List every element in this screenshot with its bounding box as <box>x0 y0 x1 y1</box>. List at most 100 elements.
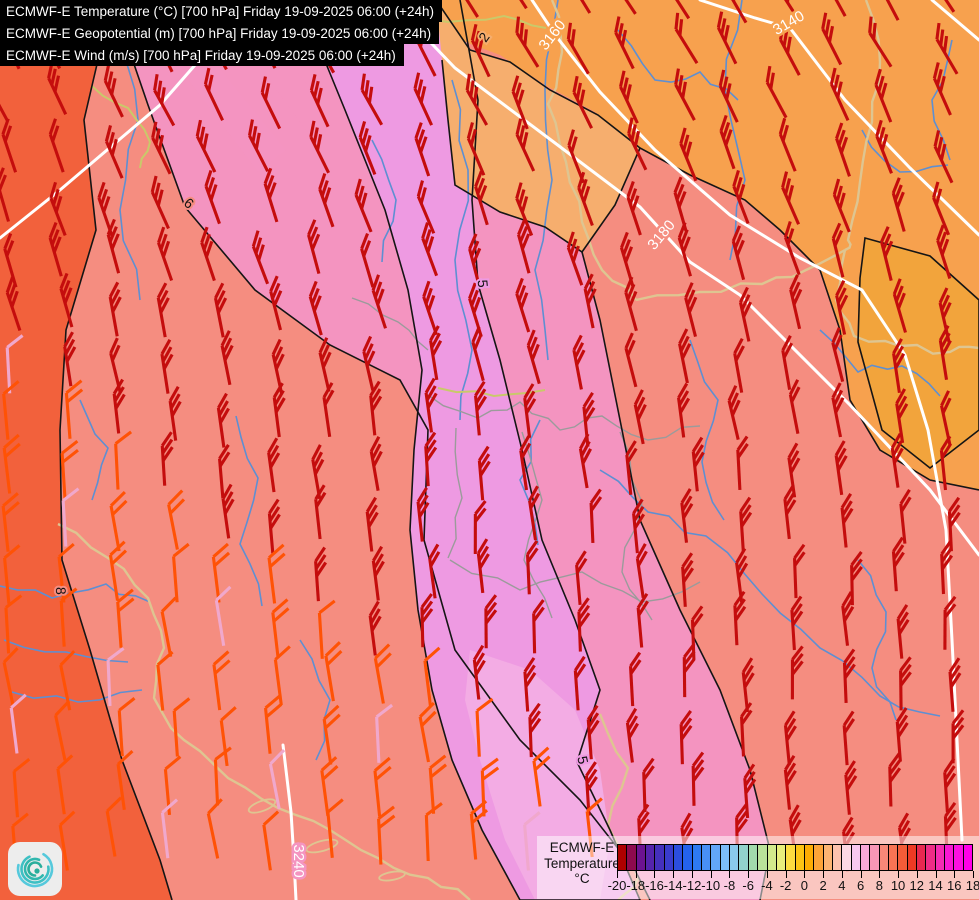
wind-barb <box>429 325 443 381</box>
river <box>599 469 941 717</box>
legend-tick <box>748 871 750 878</box>
legend-swatch <box>814 845 824 870</box>
legend-tick <box>860 871 862 878</box>
wind-barb <box>269 275 283 331</box>
wind-barb <box>517 218 531 274</box>
wind-barb <box>472 644 486 700</box>
wind-barb <box>214 585 232 646</box>
wind-barb <box>523 383 537 438</box>
legend-swatch <box>842 845 852 870</box>
wind-barb <box>719 114 736 170</box>
legend-swatch <box>907 845 917 870</box>
legend-swatch <box>646 845 656 870</box>
wind-barb <box>428 543 441 599</box>
legend-tick <box>916 871 918 878</box>
wind-barb <box>56 754 74 815</box>
wind-barb <box>933 130 954 184</box>
wind-barb <box>840 492 854 548</box>
wind-barb <box>216 392 230 448</box>
wind-barb <box>792 543 806 599</box>
legend-swatch <box>618 845 628 870</box>
wind-barb <box>326 798 344 858</box>
wind-barb <box>691 436 705 492</box>
wind-barb <box>532 599 545 654</box>
wind-barb <box>322 704 341 765</box>
legend-swatch <box>832 845 843 870</box>
wind-barbs <box>0 0 965 873</box>
wind-barb <box>105 796 123 857</box>
country-border <box>57 522 471 900</box>
wind-barb <box>365 496 379 552</box>
wind-barb <box>890 432 904 488</box>
wind-barb <box>790 595 804 651</box>
legend-swatch <box>655 845 665 870</box>
wind-barb <box>220 330 234 386</box>
legend-swatch <box>795 845 805 870</box>
wind-barb <box>368 600 382 656</box>
wind-barb <box>589 488 603 543</box>
wind-barb <box>219 706 237 767</box>
country-border <box>844 0 882 252</box>
wind-barb <box>566 231 584 286</box>
wind-barb <box>317 599 336 659</box>
wind-barb <box>519 435 532 491</box>
isotherm-lines <box>59 0 979 900</box>
wind-barb <box>160 338 174 394</box>
wind-barb <box>778 23 801 76</box>
wind-barb <box>112 378 126 434</box>
wind-barb <box>738 286 753 342</box>
wind-barb <box>532 746 551 807</box>
legend-tick <box>898 871 900 878</box>
legend-swatch <box>636 845 647 870</box>
wind-barb <box>168 385 182 441</box>
wind-barb <box>674 12 699 65</box>
wind-barb <box>526 540 539 595</box>
wind-barb <box>470 23 491 78</box>
river <box>617 29 739 101</box>
legend-tick-label: -18 <box>626 878 646 893</box>
spiral-logo-icon <box>16 850 54 888</box>
wind-barb <box>371 545 385 601</box>
wind-barb <box>268 749 286 810</box>
legend-swatch <box>870 845 880 870</box>
wind-barb <box>260 76 282 130</box>
wind-barb <box>790 645 804 700</box>
wind-barb <box>842 648 856 703</box>
legend-tick-label: -12 <box>682 878 702 893</box>
wind-barb <box>888 752 902 807</box>
country-border <box>546 0 637 301</box>
wind-barb <box>468 233 482 289</box>
wind-barb <box>741 657 755 713</box>
wind-barb <box>311 444 325 500</box>
wind-barb <box>324 641 343 702</box>
wind-barb <box>880 226 894 281</box>
wind-barb <box>373 643 392 704</box>
legend-swatch <box>683 845 693 870</box>
wind-barb <box>59 587 78 647</box>
wind-barb <box>831 327 845 382</box>
wind-barb <box>117 697 136 757</box>
wind-barb <box>267 437 281 493</box>
wind-barb <box>172 697 191 757</box>
river <box>861 129 949 173</box>
wind-barb <box>632 498 646 554</box>
legend-tick-label: 8 <box>875 878 883 893</box>
legend-swatch <box>720 845 731 870</box>
legend-swatch <box>926 845 936 870</box>
wind-barb <box>733 337 745 393</box>
wind-barb <box>48 221 63 277</box>
wind-barb <box>783 755 797 810</box>
wind-barb <box>896 604 910 659</box>
legend-tick <box>804 871 806 878</box>
wind-barb <box>930 0 956 13</box>
wind-barb <box>424 431 438 487</box>
legend-swatch <box>692 845 703 870</box>
country-border <box>635 248 846 302</box>
wind-barb <box>665 0 691 20</box>
wind-barb <box>318 337 332 392</box>
legend-swatch <box>954 845 964 870</box>
wind-barb <box>167 489 186 550</box>
wind-barb <box>156 650 174 711</box>
wind-barb <box>466 122 486 176</box>
